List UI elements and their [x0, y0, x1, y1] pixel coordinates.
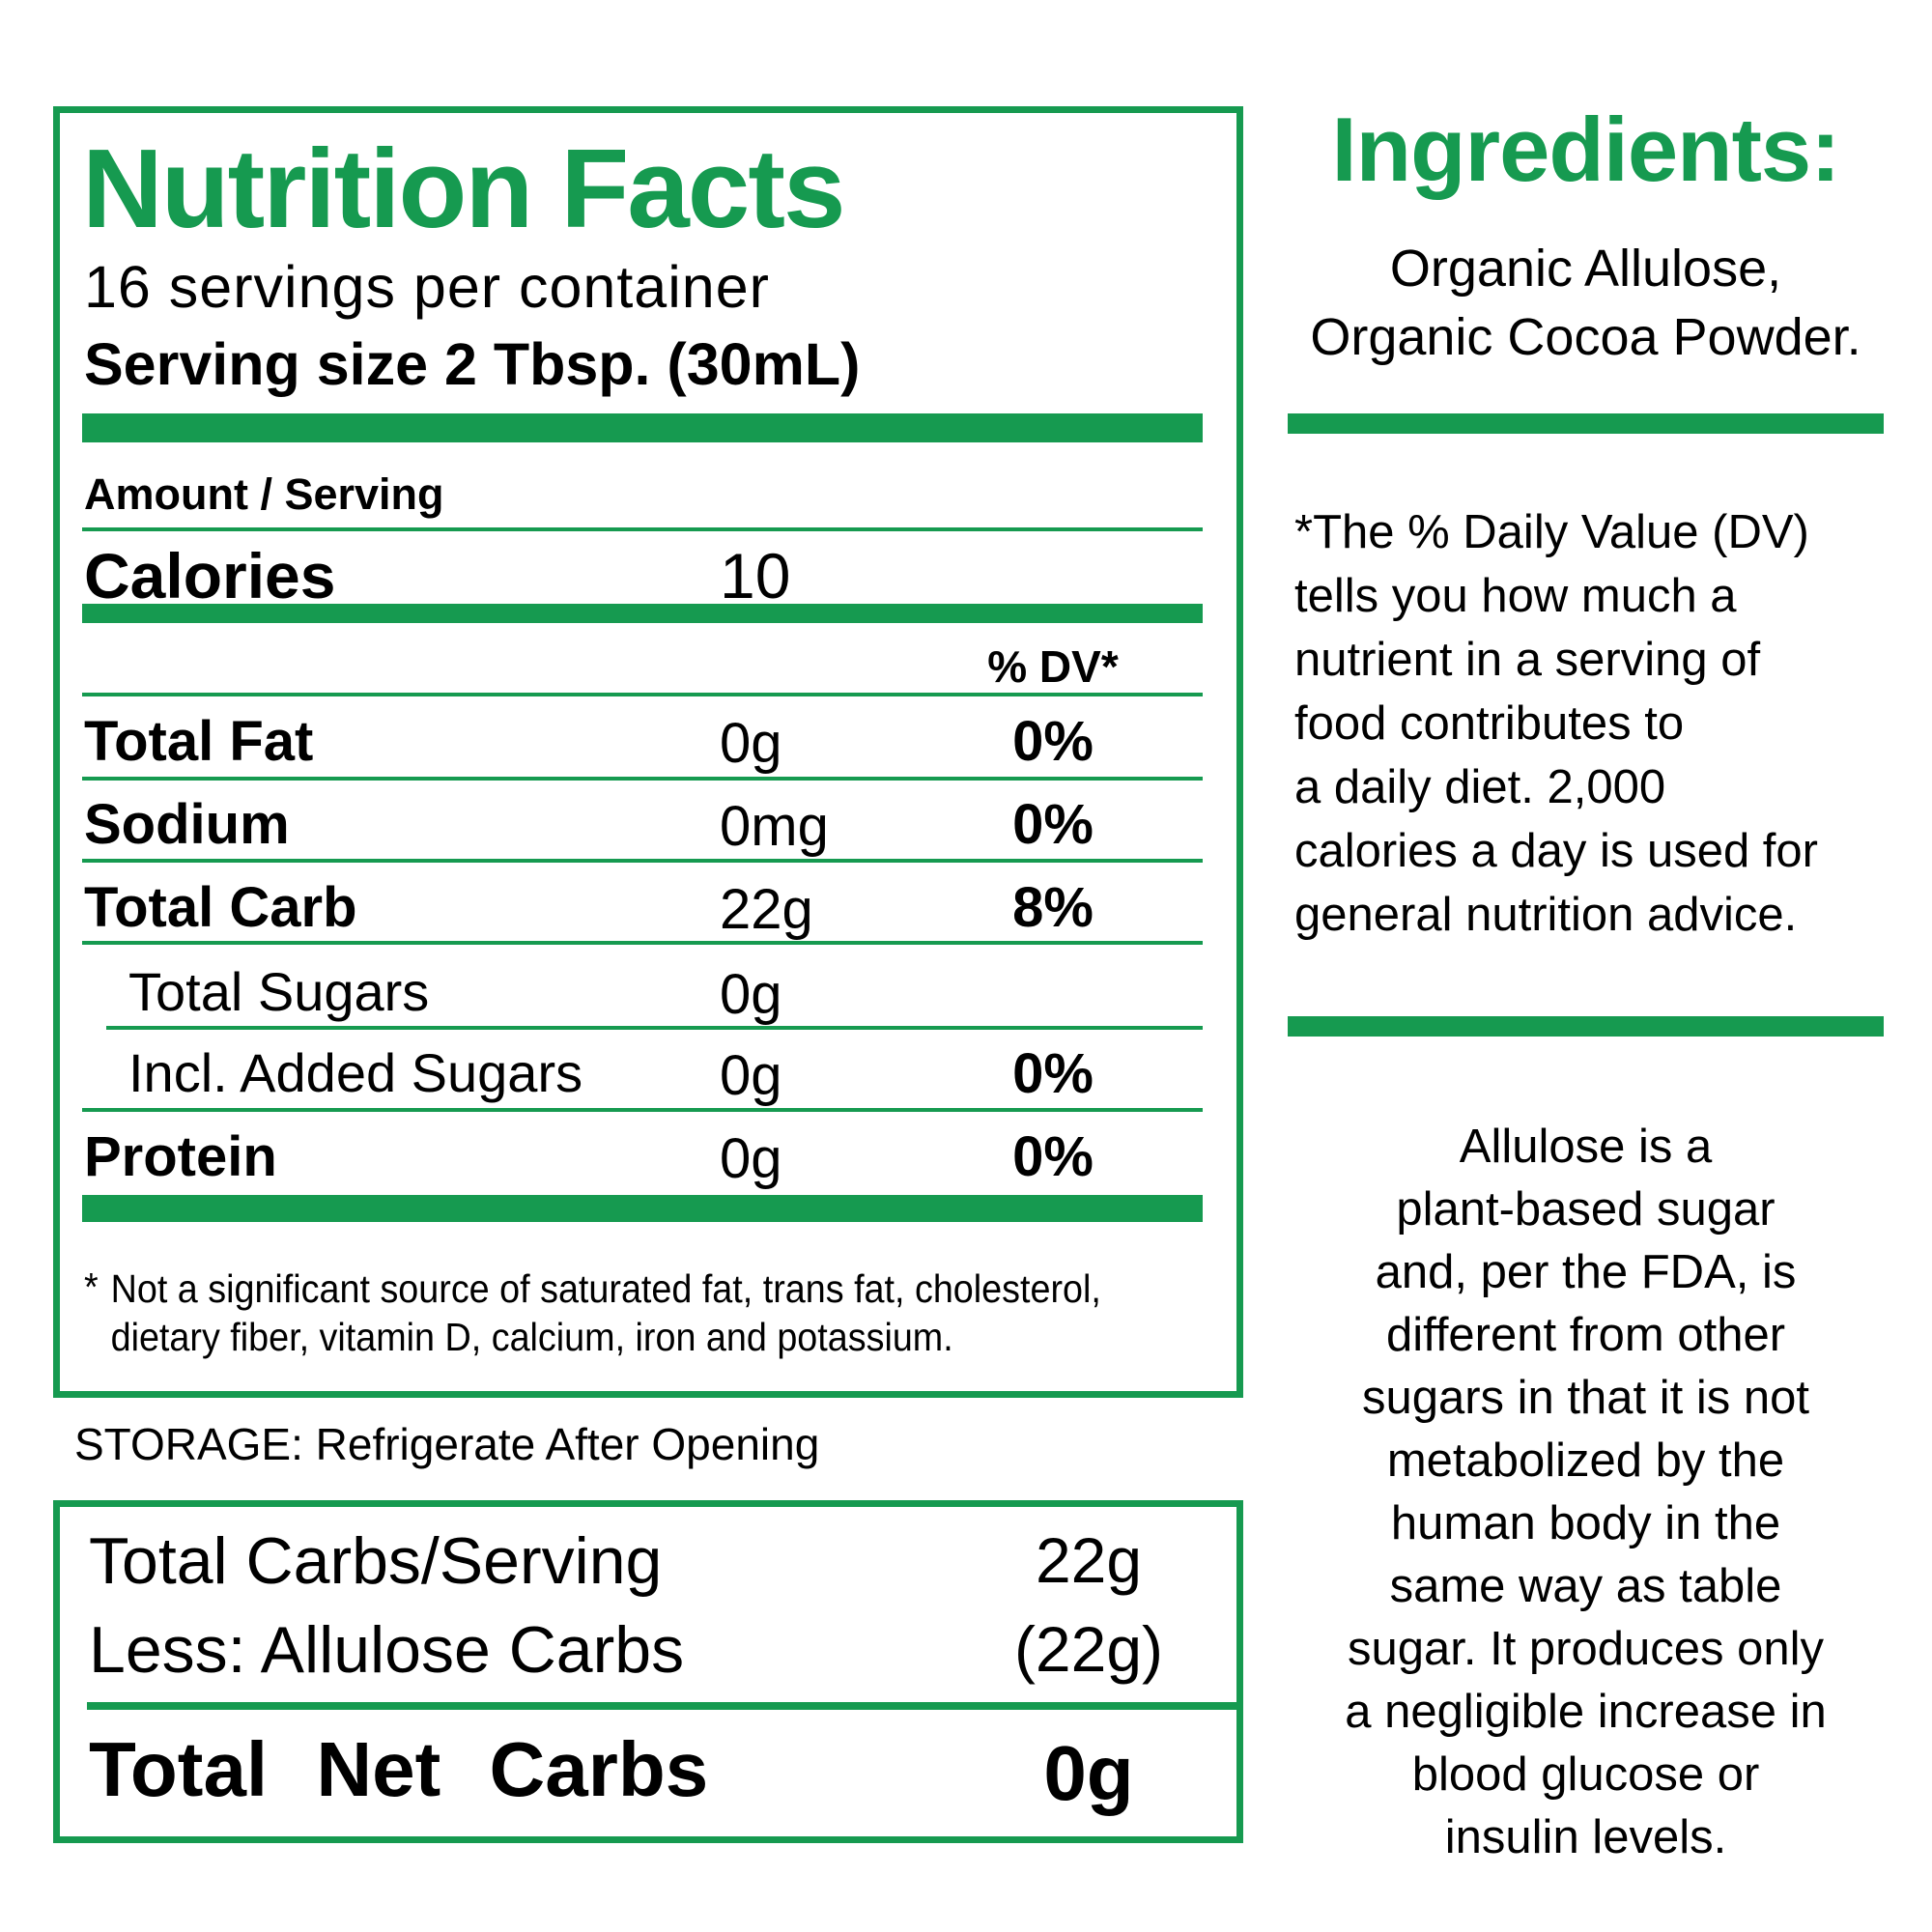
- net-carbs-row-value: (22g): [1013, 1613, 1164, 1685]
- green-divider-bar: [1288, 1016, 1884, 1037]
- nutrient-amount: 22g: [720, 878, 813, 941]
- ingredients-heading: Ingredients:: [1331, 99, 1841, 200]
- nutrient-label: Total Sugars: [128, 961, 430, 1022]
- serving-size: Serving size 2 Tbsp. (30mL): [84, 331, 861, 397]
- nutrient-row-total-fat: Total Fat 0g 0%: [82, 714, 1203, 778]
- nutrition-facts-title: Nutrition Facts: [82, 126, 845, 251]
- nutrient-label: Protein: [84, 1125, 277, 1188]
- divider-line: [82, 777, 1203, 781]
- total-net-carbs-label: Total Net Carbs: [89, 1726, 709, 1812]
- green-divider-bar: [1288, 413, 1884, 434]
- total-net-carbs-value: 0g: [1043, 1730, 1134, 1816]
- nutrition-facts-panel: Nutrition Facts 16 servings per containe…: [53, 106, 1243, 1398]
- divider-line: [82, 941, 1203, 945]
- footnote: * Not a significant source of saturated …: [84, 1264, 1113, 1361]
- nutrient-dv: 0%: [1012, 710, 1094, 773]
- servings-per-container: 16 servings per container: [84, 254, 770, 320]
- net-carbs-content: Total Carbs/Serving 22g Less: Allulose C…: [87, 1507, 1239, 1836]
- nutrient-label: Sodium: [84, 793, 290, 856]
- nutrient-label: Incl. Added Sugars: [128, 1042, 583, 1103]
- nutrition-facts-content: Nutrition Facts 16 servings per containe…: [82, 113, 1203, 1391]
- amount-per-serving-header: Amount / Serving: [84, 469, 444, 519]
- nutrient-dv: 0%: [1012, 1125, 1094, 1188]
- net-carbs-row-value: 22g: [1035, 1524, 1143, 1596]
- nutrient-row-protein: Protein 0g 0%: [82, 1129, 1203, 1193]
- total-net-carbs-row: Total Net Carbs 0g: [89, 1731, 1236, 1818]
- nutrient-dv: 0%: [1012, 1042, 1094, 1105]
- nutrient-amount: 0g: [720, 712, 782, 775]
- divider-line: [82, 693, 1203, 696]
- net-carbs-panel: Total Carbs/Serving 22g Less: Allulose C…: [53, 1500, 1243, 1843]
- nutrient-row-total-sugars: Total Sugars 0g: [82, 965, 1203, 1029]
- calories-label: Calories: [84, 540, 336, 611]
- divider-line: [82, 1108, 1203, 1112]
- daily-value-explanation: *The % Daily Value (DV) tells you how mu…: [1294, 506, 1818, 941]
- nutrient-amount: 0mg: [720, 795, 829, 858]
- divider-line: [82, 859, 1203, 863]
- daily-value-header-row: % DV*: [82, 644, 1203, 708]
- nutrient-row-added-sugars: Incl. Added Sugars 0g 0%: [82, 1046, 1203, 1110]
- calories-value: 10: [720, 540, 791, 611]
- divider-line: [87, 1702, 1239, 1710]
- divider-line: [82, 527, 1203, 531]
- net-carbs-row-label: Total Carbs/Serving: [89, 1524, 663, 1598]
- net-carbs-row-label: Less: Allulose Carbs: [89, 1613, 685, 1687]
- green-divider-bar: [82, 1195, 1203, 1222]
- nutrient-dv: 0%: [1012, 793, 1094, 856]
- calories-row: Calories 10: [82, 544, 1203, 608]
- storage-note: STORAGE: Refrigerate After Opening: [74, 1419, 820, 1469]
- nutrient-label: Total Fat: [84, 710, 314, 773]
- daily-value-header: % DV*: [987, 641, 1119, 692]
- nutrient-row-total-carb: Total Carb 22g 8%: [82, 880, 1203, 944]
- green-divider-bar: [82, 604, 1203, 623]
- net-carbs-row-less-allulose: Less: Allulose Carbs (22g): [89, 1617, 1236, 1694]
- nutrient-amount: 0g: [720, 1127, 782, 1190]
- ingredients-list: Organic Allulose, Organic Cocoa Powder.: [1310, 240, 1861, 366]
- nutrient-amount: 0g: [720, 963, 782, 1026]
- nutrient-dv: 8%: [1012, 876, 1094, 939]
- nutrient-amount: 0g: [720, 1044, 782, 1107]
- allulose-description: Allulose is a plant-based sugar and, per…: [1345, 1121, 1827, 1863]
- net-carbs-row-total: Total Carbs/Serving 22g: [89, 1528, 1236, 1605]
- nutrient-row-sodium: Sodium 0mg 0%: [82, 797, 1203, 861]
- footnote-text: Not a significant source of saturated fa…: [110, 1266, 1101, 1359]
- green-divider-bar: [82, 413, 1203, 442]
- footnote-asterisk: *: [84, 1264, 99, 1309]
- divider-line-indented: [106, 1026, 1203, 1030]
- nutrient-label: Total Carb: [84, 876, 357, 939]
